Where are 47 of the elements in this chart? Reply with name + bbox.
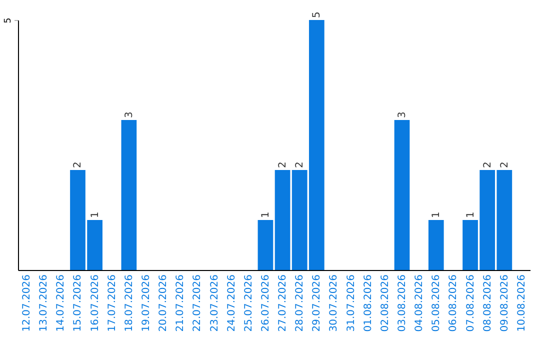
x-tick-label: 05.08.2026 bbox=[431, 274, 442, 332]
x-tick-label: 13.07.2026 bbox=[38, 274, 50, 332]
data-label: 2 bbox=[72, 162, 84, 168]
data-label: 1 bbox=[431, 212, 442, 218]
x-tick-label: 21.07.2026 bbox=[175, 274, 186, 332]
bar bbox=[121, 120, 137, 270]
x-tick-label: 19.07.2026 bbox=[141, 274, 152, 332]
x-tick-label: 18.07.2026 bbox=[124, 274, 135, 332]
data-label: 2 bbox=[499, 162, 510, 168]
bar bbox=[274, 170, 290, 270]
x-tick-label: 06.08.2026 bbox=[448, 274, 460, 332]
x-tick-label: 03.08.2026 bbox=[397, 274, 408, 332]
x-tick-label: 26.07.2026 bbox=[260, 274, 272, 332]
data-label: 2 bbox=[278, 162, 289, 168]
x-tick-label: 29.07.2026 bbox=[312, 274, 323, 332]
data-label: 1 bbox=[260, 212, 272, 218]
x-tick-label: 28.07.2026 bbox=[294, 274, 306, 332]
data-label: 2 bbox=[294, 162, 306, 168]
x-tick-label: 17.07.2026 bbox=[106, 274, 118, 332]
x-tick-label: 14.07.2026 bbox=[56, 274, 67, 332]
x-tick-label: 31.07.2026 bbox=[346, 274, 357, 332]
x-tick-label: 04.08.2026 bbox=[414, 274, 426, 332]
x-tick-label: 01.08.2026 bbox=[362, 274, 374, 332]
x-tick-label: 10.08.2026 bbox=[516, 274, 528, 332]
x-tick-label: 23.07.2026 bbox=[209, 274, 220, 332]
data-label: 1 bbox=[465, 212, 476, 218]
x-tick-label: 30.07.2026 bbox=[328, 274, 340, 332]
x-tick-label: 24.07.2026 bbox=[226, 274, 238, 332]
x-tick-label: 20.07.2026 bbox=[158, 274, 170, 332]
data-label: 3 bbox=[397, 112, 408, 118]
x-tick-label: 12.07.2026 bbox=[22, 274, 33, 332]
x-tick-label: 22.07.2026 bbox=[192, 274, 204, 332]
x-tick-label: 07.08.2026 bbox=[465, 274, 476, 332]
x-tick-label: 15.07.2026 bbox=[72, 274, 84, 332]
x-tick-label: 09.08.2026 bbox=[499, 274, 510, 332]
x-tick-label: 25.07.2026 bbox=[243, 274, 254, 332]
bar bbox=[428, 220, 444, 270]
data-label: 3 bbox=[124, 112, 135, 118]
x-tick-label: 08.08.2026 bbox=[482, 274, 494, 332]
x-tick-label: 16.07.2026 bbox=[90, 274, 101, 332]
x-tick-label: 27.07.2026 bbox=[278, 274, 289, 332]
data-label: 1 bbox=[90, 212, 101, 218]
x-tick-label: 02.08.2026 bbox=[380, 274, 391, 332]
data-label: 5 bbox=[312, 12, 323, 18]
bar bbox=[258, 220, 274, 270]
bar bbox=[394, 120, 410, 270]
data-label: 2 bbox=[482, 162, 494, 168]
